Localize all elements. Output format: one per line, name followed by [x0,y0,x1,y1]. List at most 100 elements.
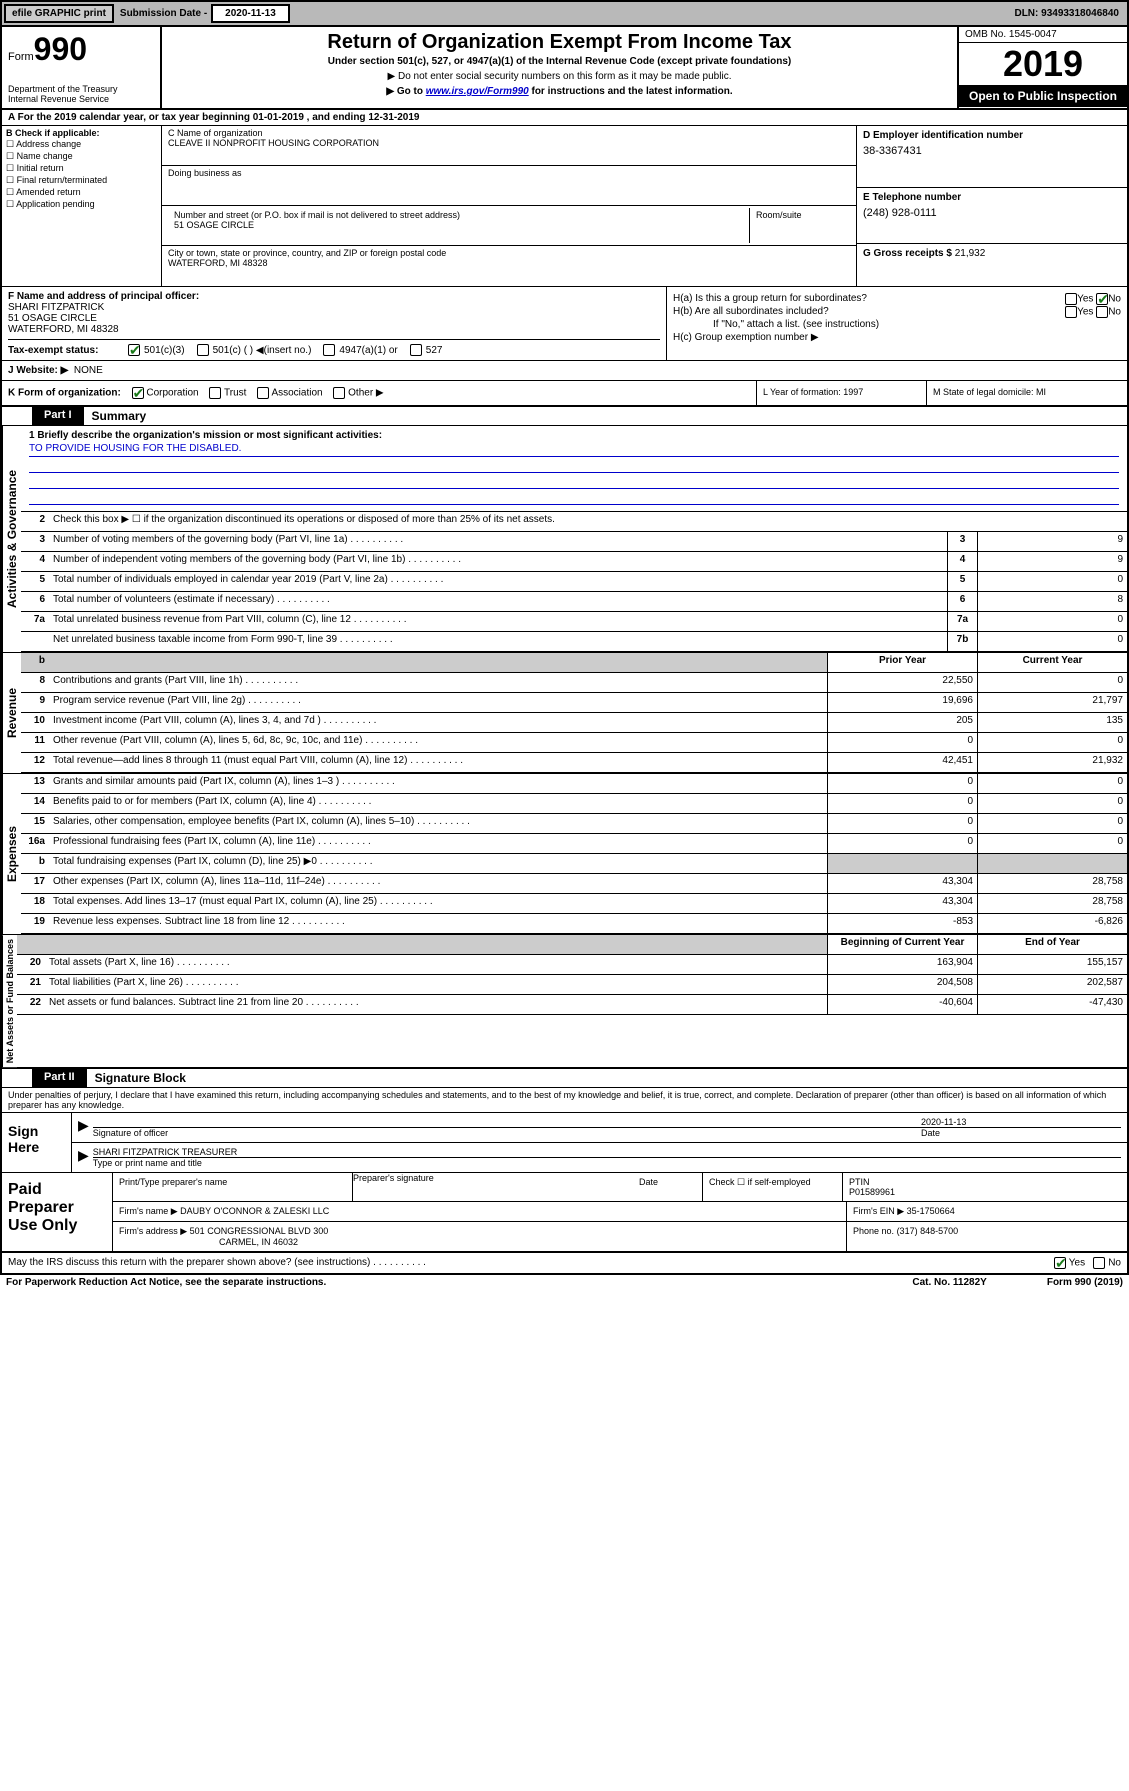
chk-corp[interactable] [132,387,144,399]
header-mid: Return of Organization Exempt From Incom… [162,27,957,108]
officer-name-title: SHARI FITZPATRICK TREASURER [93,1147,1121,1158]
chk-501c3[interactable] [128,344,140,356]
col-m: M State of legal domicile: MI [927,381,1127,405]
hb-yes[interactable] [1065,306,1077,318]
revenue-section: Revenue b Prior Year Current Year 8Contr… [0,652,1129,773]
org-name: CLEAVE II NONPROFIT HOUSING CORPORATION [168,138,850,148]
row-klm: K Form of organization: Corporation Trus… [0,381,1129,407]
chk-assoc[interactable] [257,387,269,399]
ptin: P01589961 [849,1187,895,1197]
discuss-row: May the IRS discuss this return with the… [0,1253,1129,1275]
chk-name[interactable]: ☐ Name change [6,151,157,162]
irs-link[interactable]: www.irs.gov/Form990 [426,86,529,97]
row-21: 21Total liabilities (Part X, line 26) 20… [17,975,1127,995]
tax-exempt-label: Tax-exempt status: [8,345,128,356]
gross-cell: G Gross receipts $ 21,932 [857,244,1127,263]
form-sub2: ▶ Do not enter social security numbers o… [170,71,949,82]
bal-hdr: Beginning of Current Year End of Year [17,935,1127,955]
mission-text: TO PROVIDE HOUSING FOR THE DISABLED. [29,443,1119,457]
officer-addr1: 51 OSAGE CIRCLE [8,313,660,324]
header-left: Form990 Department of the Treasury Inter… [2,27,162,108]
row-11: 11Other revenue (Part VIII, column (A), … [21,733,1127,753]
row-5: 5Total number of individuals employed in… [21,572,1127,592]
officer-name: SHARI FITZPATRICK [8,302,660,313]
row-18: 18Total expenses. Add lines 13–17 (must … [21,894,1127,914]
vtab-exp: Expenses [2,774,21,934]
form-number: 990 [34,31,87,67]
col-f: F Name and address of principal officer:… [2,287,667,360]
row-3: 3Number of voting members of the governi… [21,532,1127,552]
subm-label: Submission Date - [116,8,211,19]
form-header: Form990 Department of the Treasury Inter… [0,27,1129,110]
col-deg: D Employer identification number 38-3367… [857,126,1127,286]
col-h: H(a) Is this a group return for subordin… [667,287,1127,360]
row-j: J Website: ▶ NONE [0,361,1129,381]
row-17: 17Other expenses (Part IX, column (A), l… [21,874,1127,894]
efile-btn[interactable]: efile GRAPHIC print [4,4,114,23]
row-10: 10Investment income (Part VIII, column (… [21,713,1127,733]
col-b: B Check if applicable: ☐ Address change … [2,126,162,286]
chk-trust[interactable] [209,387,221,399]
discuss-no[interactable] [1093,1257,1105,1269]
row-7a: 7aTotal unrelated business revenue from … [21,612,1127,632]
chk-527[interactable] [410,344,422,356]
paid-label: Paid Preparer Use Only [2,1173,112,1251]
part2-header: Part II Signature Block [0,1069,1129,1088]
perjury-decl: Under penalties of perjury, I declare th… [2,1088,1127,1112]
row-6: 6Total number of volunteers (estimate if… [21,592,1127,612]
room-suite: Room/suite [750,208,850,243]
row-9: 9Program service revenue (Part VIII, lin… [21,693,1127,713]
chk-amended[interactable]: ☐ Amended return [6,187,157,198]
org-name-cell: C Name of organization CLEAVE II NONPROF… [162,126,856,166]
chk-addr[interactable]: ☐ Address change [6,139,157,150]
form-title: Return of Organization Exempt From Incom… [170,31,949,54]
part2-badge: Part II [32,1069,87,1087]
hb-no[interactable] [1096,306,1108,318]
balances-section: Net Assets or Fund Balances Beginning of… [0,934,1129,1069]
firm-addr1: 501 CONGRESSIONAL BLVD 300 [190,1226,329,1236]
col-b-label: B Check if applicable: [6,128,157,138]
col-hdr: b Prior Year Current Year [21,653,1127,673]
row-16a: 16aProfessional fundraising fees (Part I… [21,834,1127,854]
officer-addr2: WATERFORD, MI 48328 [8,324,660,335]
expenses-section: Expenses 13Grants and similar amounts pa… [0,773,1129,934]
form-label: Form [8,51,34,63]
chk-pending[interactable]: ☐ Application pending [6,199,157,210]
ha-no[interactable] [1096,293,1108,305]
discuss-yes[interactable] [1054,1257,1066,1269]
row-20: 20Total assets (Part X, line 16) 163,904… [17,955,1127,975]
form-sub1: Under section 501(c), 527, or 4947(a)(1)… [170,56,949,67]
omb: OMB No. 1545-0047 [959,27,1127,43]
row-15: 15Salaries, other compensation, employee… [21,814,1127,834]
form-ref: Form 990 (2019) [1047,1277,1123,1288]
ha-yes[interactable] [1065,293,1077,305]
row-13: 13Grants and similar amounts paid (Part … [21,774,1127,794]
subm-date: 2020-11-13 [211,4,290,23]
part1-badge: Part I [32,407,84,425]
col-c: C Name of organization CLEAVE II NONPROF… [162,126,857,286]
dba-cell: Doing business as [162,166,856,206]
dln: DLN: 93493318046840 [1008,6,1125,21]
row-14: 14Benefits paid to or for members (Part … [21,794,1127,814]
prep-row3: Firm's address ▶ 501 CONGRESSIONAL BLVD … [113,1222,1127,1251]
part1-title: Summary [84,407,1127,425]
col-l: L Year of formation: 1997 [757,381,927,405]
chk-final[interactable]: ☐ Final return/terminated [6,175,157,186]
chk-4947[interactable] [323,344,335,356]
footer: For Paperwork Reduction Act Notice, see … [0,1275,1129,1290]
city: WATERFORD, MI 48328 [168,258,850,268]
prep-row2: Firm's name ▶ DAUBY O'CONNOR & ZALESKI L… [113,1202,1127,1222]
chk-other[interactable] [333,387,345,399]
firm-name: DAUBY O'CONNOR & ZALESKI LLC [180,1206,329,1216]
chk-501c[interactable] [197,344,209,356]
col-k: K Form of organization: Corporation Trus… [2,381,757,405]
row-4: 4Number of independent voting members of… [21,552,1127,572]
signature-section: Under penalties of perjury, I declare th… [0,1088,1129,1253]
firm-phone: (317) 848-5700 [897,1226,959,1236]
website: NONE [74,365,103,376]
mission-box: 1 Briefly describe the organization's mi… [21,426,1127,512]
firm-addr2: CARMEL, IN 46032 [219,1237,298,1247]
row-19: 19Revenue less expenses. Subtract line 1… [21,914,1127,934]
chk-initial[interactable]: ☐ Initial return [6,163,157,174]
tax-year: 2019 [959,43,1127,85]
